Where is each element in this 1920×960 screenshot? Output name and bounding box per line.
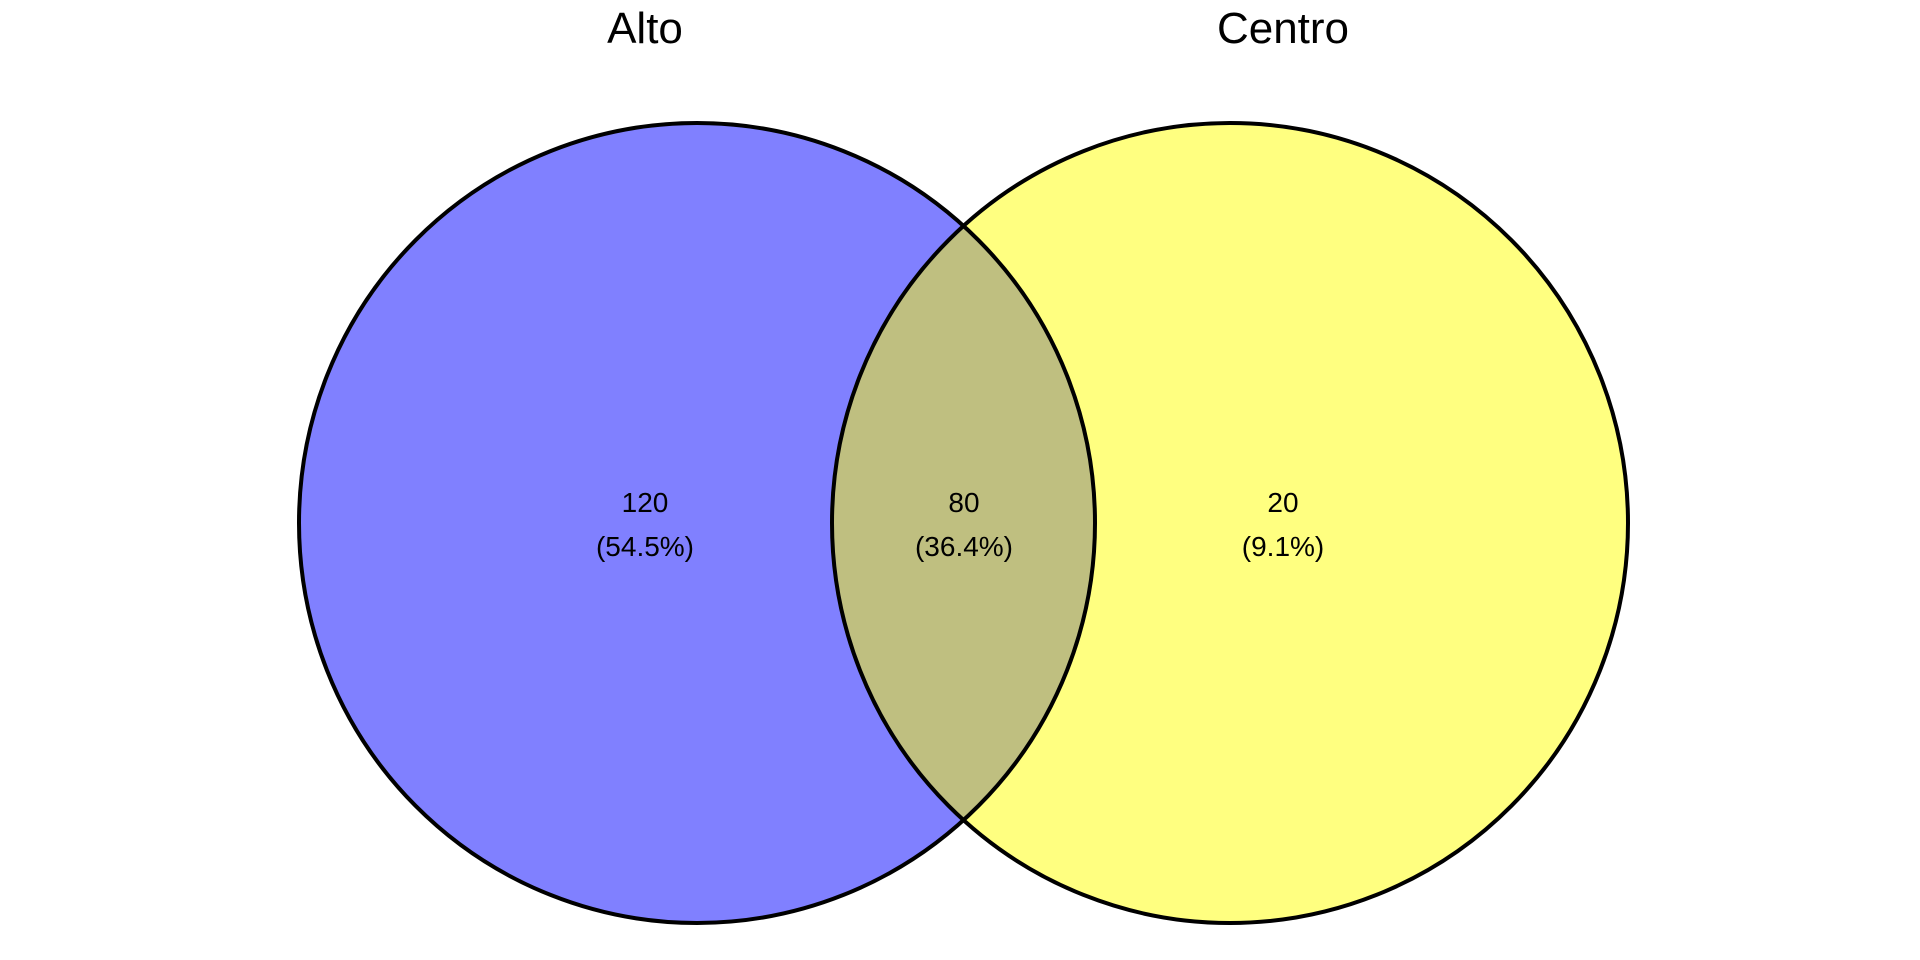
centro-only-percent: (9.1%) xyxy=(1242,531,1324,562)
centro-only-count: 20 xyxy=(1267,487,1298,518)
overlap-region xyxy=(832,123,1095,923)
alto-only-percent: (54.5%) xyxy=(596,531,694,562)
centro-circle-outline xyxy=(830,121,1630,925)
centro-title: Centro xyxy=(1217,4,1349,53)
alto-title: Alto xyxy=(607,4,683,53)
alto-circle-outline xyxy=(297,121,1097,925)
alto-only-count: 120 xyxy=(622,487,669,518)
overlap-percent: (36.4%) xyxy=(915,531,1013,562)
overlap-count: 80 xyxy=(948,487,979,518)
